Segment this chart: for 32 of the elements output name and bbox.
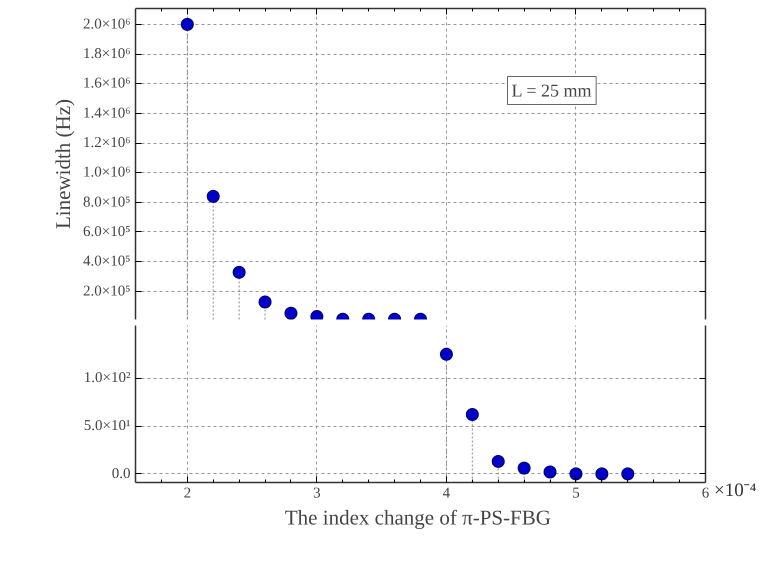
y-tick-label: 1.0×10⁶ <box>83 164 131 181</box>
y-tick-label: 4.0×10⁵ <box>83 254 131 270</box>
point <box>595 467 608 480</box>
annotation: L = 25 mm <box>512 80 592 100</box>
x-tick-label: 5 <box>572 486 580 502</box>
y-tick-label: 5.0×10¹ <box>84 418 131 434</box>
point <box>544 465 557 478</box>
y-tick-label: 2.0×10⁵ <box>83 283 131 300</box>
y-tick-label: 2.0×10⁶ <box>83 16 131 32</box>
text: ×10⁻⁴ <box>714 479 756 503</box>
point <box>180 18 194 31</box>
y-tick-label: 1.8×10⁶ <box>83 46 131 62</box>
x-tick-label: 4 <box>442 486 451 502</box>
y-tick-label: 1.0×10² <box>84 370 132 386</box>
x-tick-label: 2 <box>184 486 192 502</box>
point <box>569 467 582 480</box>
point <box>466 408 479 422</box>
y-axis-title: Linewidth (Hz) <box>51 98 76 230</box>
y-tick-label: 1.6×10⁶ <box>83 76 131 92</box>
y-tick-label: 6.0×10⁵ <box>83 224 131 240</box>
point <box>492 454 505 468</box>
point <box>621 467 634 480</box>
y-tick-label: 1.4×10⁶ <box>83 105 131 122</box>
point <box>206 190 220 203</box>
x-tick-label: 6 <box>702 486 710 502</box>
y-tick-label: 0.0 <box>112 466 130 482</box>
x-axis-title: The index change of π-PS-FBG <box>284 506 551 530</box>
y-tick-label: 1.2×10⁶ <box>83 135 131 152</box>
y-tick-label: 8.0×10⁵ <box>83 194 131 210</box>
x-tick-label: 3 <box>313 486 321 502</box>
point <box>518 462 531 475</box>
point <box>440 348 453 361</box>
